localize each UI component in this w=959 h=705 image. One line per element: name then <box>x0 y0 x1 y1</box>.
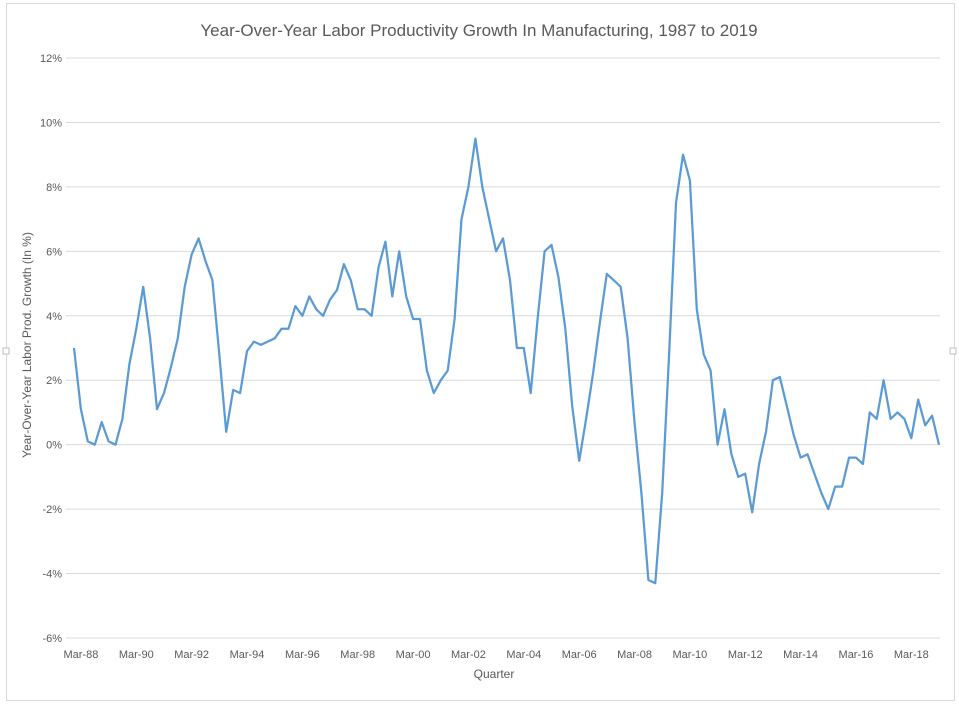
x-tick-label: Mar-16 <box>839 649 874 661</box>
x-tick-label: Mar-06 <box>562 649 597 661</box>
x-tick-label: Mar-08 <box>617 649 652 661</box>
x-tick-label: Mar-94 <box>230 649 265 661</box>
y-tick-label: 6% <box>46 246 62 258</box>
x-tick-label: Mar-90 <box>119 649 154 661</box>
x-tick-label: Mar-96 <box>285 649 320 661</box>
y-axis-label: Year-Over-Year Labor Prod. Growth (In %) <box>20 232 34 458</box>
series-line <box>72 137 941 585</box>
resize-handle-left[interactable] <box>2 347 10 355</box>
y-tick-label: 4% <box>46 311 62 323</box>
chart-title: Year-Over-Year Labor Productivity Growth… <box>200 21 757 40</box>
x-tick-label: Mar-98 <box>340 649 375 661</box>
chart-frame <box>6 3 955 701</box>
x-axis-ticks: Mar-88 Mar-90 Mar-92 Mar-94 Mar-96 Mar-98 Mar-… <box>63 649 928 661</box>
x-tick-label: Mar-14 <box>783 649 818 661</box>
x-tick-label: Mar-10 <box>672 649 707 661</box>
x-tick-label: Mar-02 <box>451 649 486 661</box>
x-axis-label: Quarter <box>474 667 515 681</box>
y-tick-label: -4% <box>42 569 62 581</box>
resize-handle-right[interactable] <box>949 347 957 355</box>
series-group <box>72 137 941 585</box>
y-tick-label: -2% <box>42 504 62 516</box>
gridlines <box>66 57 940 639</box>
y-tick-label: 0% <box>46 440 62 452</box>
x-tick-label: Mar-18 <box>894 649 929 661</box>
x-tick-label: Mar-12 <box>728 649 763 661</box>
y-tick-label: -6% <box>42 633 62 645</box>
y-axis-ticks: 12% 10% 8% 6% 4% 2% 0% -2% -4% -6% <box>40 53 62 645</box>
x-tick-label: Mar-04 <box>506 649 541 661</box>
y-tick-label: 10% <box>40 117 62 129</box>
x-tick-label: Mar-00 <box>396 649 431 661</box>
x-tick-label: Mar-92 <box>174 649 209 661</box>
y-tick-label: 12% <box>40 53 62 65</box>
y-tick-label: 2% <box>46 375 62 387</box>
y-tick-label: 8% <box>46 182 62 194</box>
x-tick-label: Mar-88 <box>63 649 98 661</box>
